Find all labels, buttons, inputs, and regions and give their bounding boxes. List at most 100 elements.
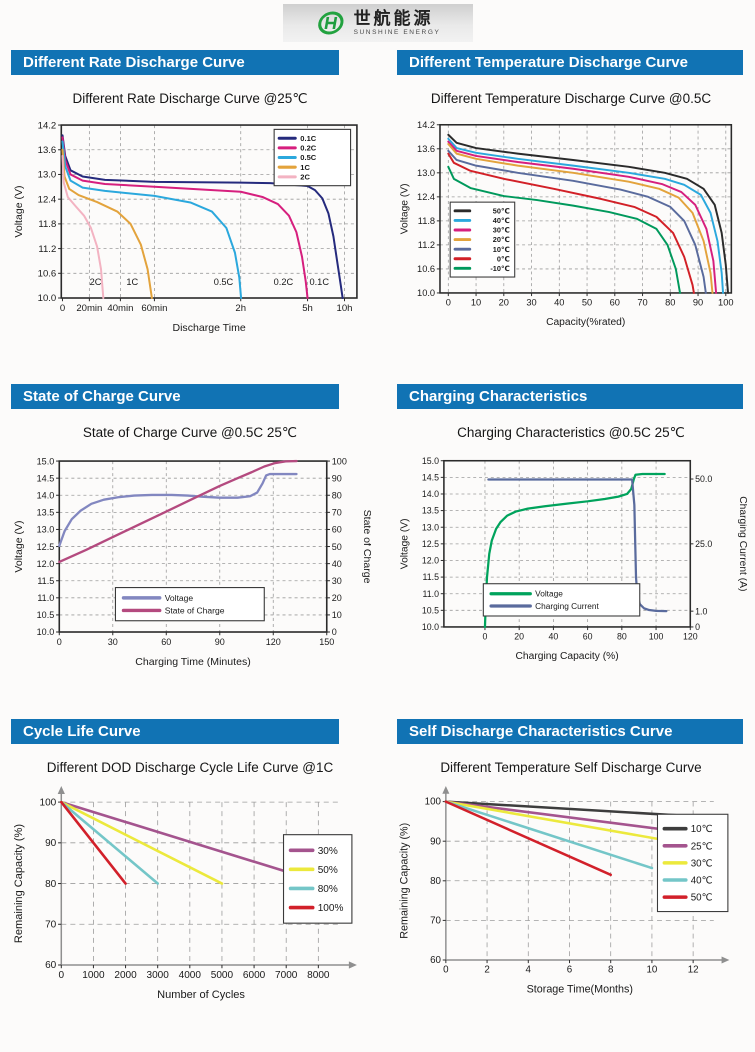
svg-text:3000: 3000 (147, 970, 170, 981)
svg-text:1000: 1000 (82, 970, 105, 981)
svg-text:Storage Time(Months): Storage Time(Months) (527, 983, 633, 995)
svg-text:Capacity(%rated): Capacity(%rated) (546, 317, 625, 328)
svg-text:0.5C: 0.5C (300, 153, 316, 162)
section-header: Different Rate Discharge Curve (11, 50, 339, 75)
sunshine-energy-logo-icon (317, 11, 344, 35)
svg-text:80: 80 (45, 878, 57, 889)
svg-text:50.0: 50.0 (695, 474, 712, 484)
svg-text:Charging Capacity (%): Charging Capacity (%) (516, 652, 619, 663)
svg-text:State of Charge: State of Charge (361, 510, 371, 584)
svg-text:100: 100 (718, 298, 733, 308)
svg-text:0.1C: 0.1C (309, 277, 329, 287)
svg-text:50℃: 50℃ (691, 892, 713, 903)
svg-text:11.2: 11.2 (418, 240, 435, 250)
svg-text:90: 90 (45, 838, 57, 849)
svg-text:60: 60 (332, 525, 342, 535)
svg-text:100: 100 (332, 457, 347, 467)
svg-text:0: 0 (332, 628, 337, 638)
svg-text:30: 30 (526, 298, 536, 308)
svg-text:10: 10 (471, 298, 481, 308)
svg-text:40min: 40min (107, 303, 133, 314)
svg-text:Voltage (V): Voltage (V) (400, 184, 411, 235)
svg-text:0: 0 (57, 637, 62, 647)
svg-text:13.0: 13.0 (37, 525, 55, 535)
svg-text:Discharge Time: Discharge Time (172, 322, 245, 334)
svg-text:12.4: 12.4 (38, 194, 57, 205)
svg-text:80%: 80% (318, 884, 338, 895)
logo-text: 世航能源 SUNSHINE ENERGY (354, 10, 441, 36)
svg-text:Voltage (V): Voltage (V) (400, 519, 411, 570)
svg-text:0: 0 (695, 622, 700, 632)
svg-text:8: 8 (608, 964, 613, 975)
svg-text:100: 100 (649, 632, 664, 642)
state-of-charge-chart: 0 30 60 90 120 150 10.0 10.5 11.0 11.5 12.0 12.5 13.… (9, 449, 371, 690)
svg-text:10h: 10h (337, 303, 353, 314)
svg-text:State of Charge: State of Charge (165, 606, 225, 616)
svg-text:13.6: 13.6 (38, 145, 57, 156)
svg-text:30%: 30% (318, 846, 338, 857)
svg-text:10℃: 10℃ (493, 245, 510, 254)
svg-text:60: 60 (161, 637, 171, 647)
svg-text:4000: 4000 (179, 970, 202, 981)
company-name-cn: 世航能源 (353, 9, 434, 29)
svg-text:14.0: 14.0 (37, 491, 55, 501)
svg-text:0: 0 (443, 964, 449, 975)
svg-text:Remaining Capacity (%): Remaining Capacity (%) (399, 822, 411, 938)
svg-text:100%: 100% (318, 903, 344, 914)
svg-text:12.0: 12.0 (37, 559, 55, 569)
svg-text:14.5: 14.5 (422, 473, 439, 483)
svg-text:50: 50 (582, 298, 592, 308)
svg-text:2h: 2h (235, 303, 246, 314)
svg-text:70: 70 (45, 919, 57, 930)
company-name-en: SUNSHINE ENERGY (353, 28, 441, 36)
chart-title: Different Rate Discharge Curve @25℃ (72, 91, 308, 106)
svg-text:6000: 6000 (243, 970, 266, 981)
chart-svg: 0 20min 40min 60min 2h 5h 10h 10.0 10.6 11.2 11.8 1… (13, 120, 358, 334)
svg-text:12.0: 12.0 (422, 556, 439, 566)
chart-svg: 0 1000 2000 3000 4000 5000 6000 7000 8000 60 70 80 9… (13, 785, 357, 1001)
svg-text:14.5: 14.5 (37, 474, 55, 484)
svg-text:Voltage: Voltage (535, 589, 563, 599)
svg-text:100: 100 (39, 797, 56, 808)
svg-text:12.5: 12.5 (422, 539, 439, 549)
logo-band: 世航能源 SUNSHINE ENERGY (9, 4, 747, 42)
chart-title: Different Temperature Self Discharge Cur… (440, 759, 702, 775)
svg-text:30: 30 (108, 637, 118, 647)
svg-text:15.0: 15.0 (37, 457, 55, 467)
svg-text:5000: 5000 (211, 970, 234, 981)
svg-text:13.0: 13.0 (38, 170, 57, 181)
section-header: Self Discharge Characteristics Curve (397, 718, 743, 744)
svg-text:12.4: 12.4 (417, 192, 435, 202)
svg-text:20min: 20min (76, 303, 102, 314)
svg-text:11.8: 11.8 (418, 216, 435, 226)
svg-text:6: 6 (567, 964, 572, 975)
svg-text:80: 80 (332, 491, 342, 501)
svg-text:0: 0 (483, 632, 488, 642)
rate-discharge-chart: 0 20min 40min 60min 2h 5h 10h 10.0 10.6 11.2 11.8 1… (9, 115, 371, 356)
svg-text:13.0: 13.0 (422, 523, 439, 533)
svg-text:11.0: 11.0 (423, 589, 440, 599)
svg-text:40: 40 (332, 559, 342, 569)
svg-text:10: 10 (646, 964, 657, 975)
chart-panel-self-discharge: Self Discharge Characteristics Curve Dif… (395, 717, 747, 1025)
svg-text:Voltage (V): Voltage (V) (13, 185, 25, 237)
svg-text:70: 70 (332, 508, 342, 518)
chart-svg: 0 20 40 60 80 100 120 10.0 10.5 11.0 11.5 12.0 12.5 1… (400, 456, 747, 663)
svg-text:13.5: 13.5 (422, 506, 439, 516)
chart-panel-state-of-charge: State of Charge Curve State of Charge Cu… (9, 382, 371, 690)
svg-text:60: 60 (610, 298, 620, 308)
svg-text:Number of Cycles: Number of Cycles (157, 989, 245, 1001)
svg-text:Remaining Capacity (%): Remaining Capacity (%) (13, 824, 25, 943)
svg-text:12.5: 12.5 (37, 542, 55, 552)
svg-text:5h: 5h (302, 303, 313, 314)
svg-text:10.5: 10.5 (422, 606, 439, 616)
svg-text:2: 2 (484, 964, 489, 975)
svg-text:0: 0 (446, 298, 451, 308)
svg-text:13.5: 13.5 (37, 508, 55, 518)
svg-text:80: 80 (617, 632, 627, 642)
chart-panel-charging-characteristics: Charging Characteristics Charging Charac… (395, 382, 747, 690)
svg-text:14.2: 14.2 (38, 120, 57, 131)
svg-text:10.0: 10.0 (38, 293, 57, 304)
svg-text:0.5C: 0.5C (214, 277, 234, 287)
svg-text:10.0: 10.0 (37, 628, 55, 638)
